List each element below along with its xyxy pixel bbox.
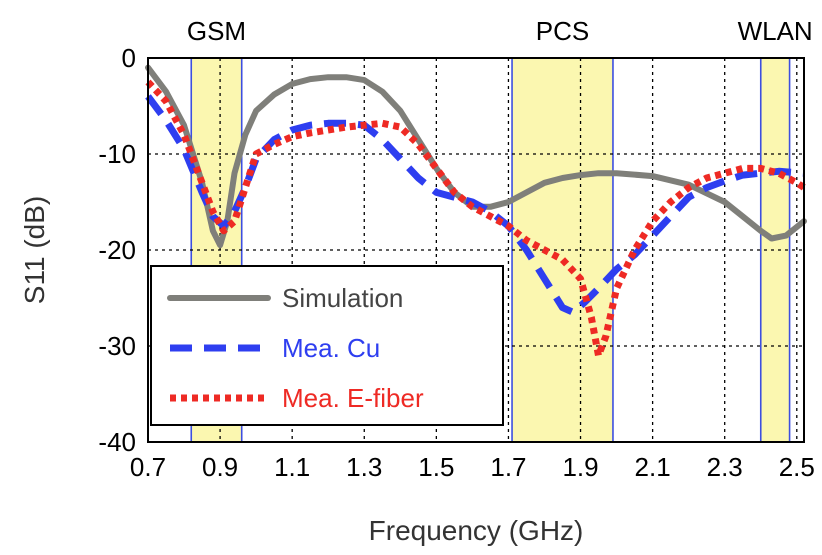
x-tick-label: 0.9	[202, 452, 238, 482]
y-axis-label: S11 (dB)	[19, 196, 50, 304]
y-tick-labels: 0 -10 -20 -30 -40	[98, 43, 136, 457]
x-tick-label: 1.1	[274, 452, 310, 482]
x-tick-label: 2.3	[707, 452, 743, 482]
x-tick-label: 2.5	[779, 452, 815, 482]
y-tick-label: -40	[98, 427, 136, 457]
legend-label: Mea. E-fiber	[282, 383, 424, 413]
plot-frame	[147, 57, 805, 443]
legend: Simulation Mea. Cu Mea. E-fiber	[150, 265, 504, 426]
x-tick-label: 1.3	[346, 452, 382, 482]
band-label-gsm: GSM	[187, 16, 246, 46]
x-axis-label: Frequency (GHz)	[369, 515, 584, 546]
legend-label: Mea. Cu	[282, 333, 380, 363]
x-tick-label: 0.7	[130, 452, 166, 482]
band-label-pcs: PCS	[536, 16, 589, 46]
x-tick-label: 1.9	[562, 452, 598, 482]
x-tick-label: 2.1	[635, 452, 671, 482]
y-tick-label: 0	[122, 43, 136, 73]
band-label-wlan: WLAN	[738, 16, 813, 46]
legend-label: Simulation	[282, 283, 403, 313]
y-tick-label: -10	[98, 139, 136, 169]
series-line-mea-e-fiber	[145, 79, 806, 360]
series-line-simulation	[145, 64, 807, 249]
x-tick-label: 1.7	[490, 452, 526, 482]
band-labels: GSM PCS WLAN	[187, 16, 813, 46]
y-tick-label: -20	[98, 235, 136, 265]
y-tick-label: -30	[98, 331, 136, 361]
series-line-mea-cu	[145, 94, 805, 316]
series-lines	[145, 64, 807, 360]
x-tick-labels: 0.7 0.9 1.1 1.3 1.5 1.7 1.9 2.1 2.3 2.5	[130, 452, 815, 482]
x-tick-label: 1.5	[418, 452, 454, 482]
